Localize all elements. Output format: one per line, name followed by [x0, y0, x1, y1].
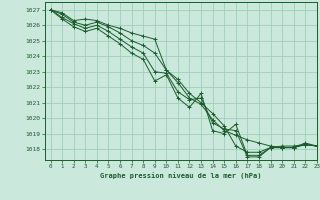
X-axis label: Graphe pression niveau de la mer (hPa): Graphe pression niveau de la mer (hPa) [100, 172, 261, 179]
